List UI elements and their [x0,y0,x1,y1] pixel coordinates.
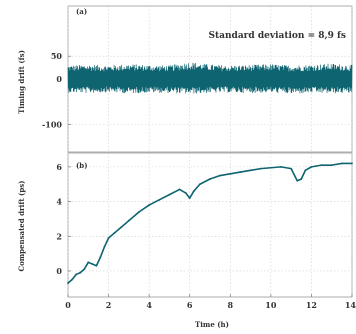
compensated-drift-line [67,162,352,284]
drift-point [351,162,353,165]
panel-b-y-axis-label: Compensated drift (ps) [17,181,26,272]
panel-b-x-axis-label: Time (h) [195,320,229,329]
panel-a-y-axis-label: Timing drift (fs) [17,50,26,114]
panel-a-series [67,62,353,94]
panel-b-series [67,162,353,285]
drift-point [79,271,82,274]
drift-point [184,192,187,194]
panel-a-label: (a) [76,7,87,16]
drift-point [300,178,303,180]
drift-point [304,169,307,172]
drift-point [103,245,106,248]
panel-b-frame [67,152,353,298]
drift-point [296,179,299,182]
x-tick-label: 0 [65,300,71,310]
x-tick-label: 14 [345,300,356,310]
x-tick-label: 8 [227,300,233,310]
drift-point [91,263,94,265]
y-tick-label: 6 [56,162,62,172]
y-tick-label: 0 [56,74,62,84]
x-tick-label: 12 [306,300,317,310]
drift-point [148,204,151,206]
drift-point [71,278,73,281]
panel-b-compensated-drift: 0 2 4 6 0 2 4 6 8 10 12 14 (b) Compensated drift (… [17,152,356,329]
panel-b-grid [67,153,353,297]
y-tick-label: 2 [56,231,62,241]
drift-point [198,183,201,186]
drift-point [310,165,313,168]
drift-point [95,264,98,267]
drift-point [138,211,140,213]
drift-point [239,171,242,173]
y-tick-label: -100 [42,120,62,130]
drift-point [83,268,86,271]
drift-point [249,169,252,172]
x-tick-label: 10 [265,300,277,310]
x-tick-label: 6 [187,300,193,310]
drift-point [269,166,272,169]
drift-point [320,164,323,167]
panel-b-x-ticks: 0 2 4 6 8 10 12 14 [65,294,356,310]
drift-point [107,237,110,239]
drift-point [158,198,161,201]
drift-point [192,190,195,193]
drift-point [280,165,282,168]
panel-a-annotation: Standard deviation = 8,9 fs [209,31,346,41]
drift-point [330,164,333,167]
drift-point [188,197,191,200]
y-tick-label: 50 [51,51,63,61]
drift-point [168,193,171,196]
x-tick-label: 4 [146,300,152,310]
drift-point [219,174,222,177]
y-tick-label: 4 [56,197,62,207]
drift-point [99,256,102,258]
x-tick-label: 2 [106,300,112,310]
drift-point [259,167,262,170]
drift-point [290,167,293,170]
drift-point [209,178,211,180]
drift-point [67,282,69,285]
drift-point [127,219,130,222]
drift-point [75,273,78,276]
panel-a-y-ticks: -100 0 50 [42,51,71,130]
timing-drift-line [67,62,353,94]
drift-point [87,261,90,264]
drift-point [113,231,116,234]
drift-point [178,188,181,191]
panel-b-y-ticks: 0 2 4 6 [56,162,71,276]
y-tick-label: 0 [56,266,62,276]
drift-point [340,162,343,165]
drift-point [229,172,232,175]
drift-point [119,226,122,229]
panel-b-label: (b) [76,161,88,170]
